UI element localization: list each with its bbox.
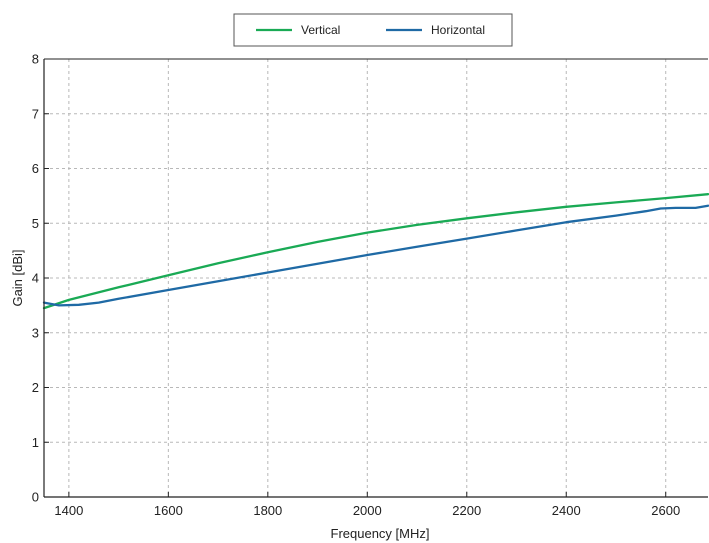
y-tick-label: 4	[32, 271, 39, 286]
x-tick-label: 2200	[452, 503, 481, 518]
y-axis-title: Gain [dBi]	[10, 249, 25, 306]
x-tick-label: 2600	[651, 503, 680, 518]
x-tick-label: 2400	[552, 503, 581, 518]
legend: Vertical Horizontal	[233, 13, 513, 47]
series-line-horizontal	[42, 204, 709, 307]
legend-label-horizontal: Horizontal	[431, 23, 485, 37]
y-tick-label: 7	[32, 106, 39, 121]
x-axis-title: Frequency [MHz]	[331, 526, 430, 541]
y-tick-label: 1	[32, 435, 39, 450]
x-tick-label: 2000	[353, 503, 382, 518]
x-tick-label: 1400	[54, 503, 83, 518]
x-tick-label: 1800	[253, 503, 282, 518]
y-tick-label: 2	[32, 380, 39, 395]
series-lines	[42, 193, 709, 310]
x-tick-label: 1600	[154, 503, 183, 518]
series-line-vertical	[42, 193, 709, 310]
y-tick-label: 0	[32, 490, 39, 505]
y-tick-label: 8	[32, 52, 39, 67]
tick-labels: 1400 1600 1800 2000 2200 2400 2600 0 1 2 3 4 5 6 7 8	[32, 52, 680, 519]
grid	[44, 58, 708, 497]
y-tick-label: 6	[32, 161, 39, 176]
legend-label-vertical: Vertical	[301, 23, 340, 37]
y-tick-label: 3	[32, 325, 39, 340]
axes	[43, 58, 708, 498]
y-tick-label: 5	[32, 216, 39, 231]
